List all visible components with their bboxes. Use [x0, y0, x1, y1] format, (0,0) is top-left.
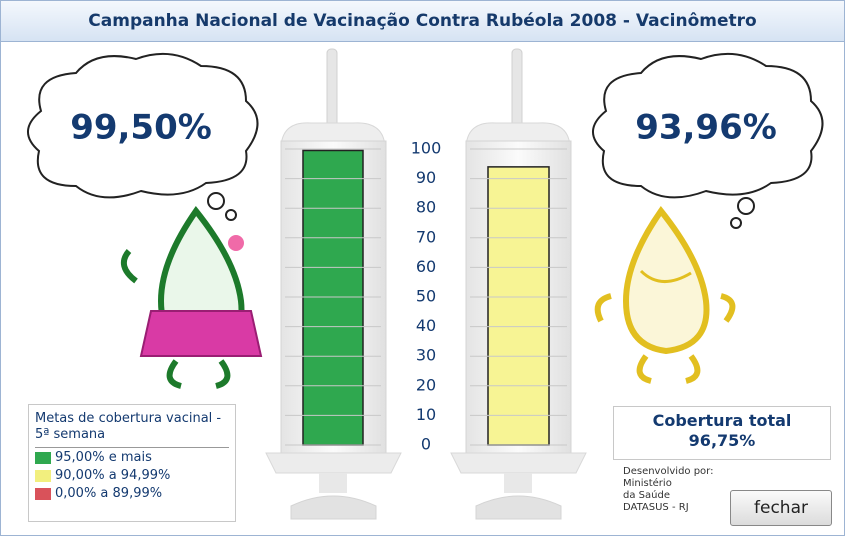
credit-line: DATASUS - RJ — [623, 502, 713, 514]
y-tick-label: 0 — [421, 435, 431, 454]
y-tick-label: 50 — [416, 287, 436, 306]
legend-item: 0,00% a 89,99% — [35, 486, 229, 502]
credit-line: da Saúde — [623, 490, 713, 502]
credit-line: Ministério — [623, 478, 713, 490]
value-label: 99,50% — [70, 108, 212, 148]
legend-label: 90,00% a 94,99% — [55, 468, 170, 484]
y-tick-label: 40 — [416, 316, 436, 335]
legend: Metas de cobertura vacinal - 5ª semana 9… — [28, 404, 236, 522]
mascot-green — [124, 211, 261, 386]
vacinometro-window: Campanha Nacional de Vacinação Contra Ru… — [0, 0, 845, 536]
bar — [303, 150, 363, 445]
total-box: Cobertura total 96,75% — [613, 406, 831, 460]
y-tick-label: 20 — [416, 375, 436, 394]
credit-line: Desenvolvido por: — [623, 466, 713, 478]
total-value: 96,75% — [614, 431, 830, 451]
legend-label: 0,00% a 89,99% — [55, 486, 162, 502]
y-tick-label: 70 — [416, 227, 436, 246]
mascot-yellow — [598, 211, 733, 381]
legend-item: 90,00% a 94,99% — [35, 468, 229, 484]
total-label: Cobertura total — [614, 411, 830, 431]
y-tick-label: 10 — [416, 405, 436, 424]
y-tick-label: 100 — [411, 139, 442, 158]
y-tick-label: 60 — [416, 257, 436, 276]
y-tick-label: 80 — [416, 198, 436, 217]
legend-label: 95,00% e mais — [55, 450, 152, 466]
legend-swatch — [35, 488, 51, 500]
y-tick-label: 90 — [416, 168, 436, 187]
value-label: 93,96% — [635, 108, 777, 148]
legend-swatch — [35, 470, 51, 482]
legend-swatch — [35, 452, 51, 464]
legend-item: 95,00% e mais — [35, 450, 229, 466]
legend-title: Metas de cobertura vacinal - 5ª semana — [35, 405, 229, 448]
y-tick-label: 30 — [416, 346, 436, 365]
close-button[interactable]: fechar — [730, 490, 832, 526]
